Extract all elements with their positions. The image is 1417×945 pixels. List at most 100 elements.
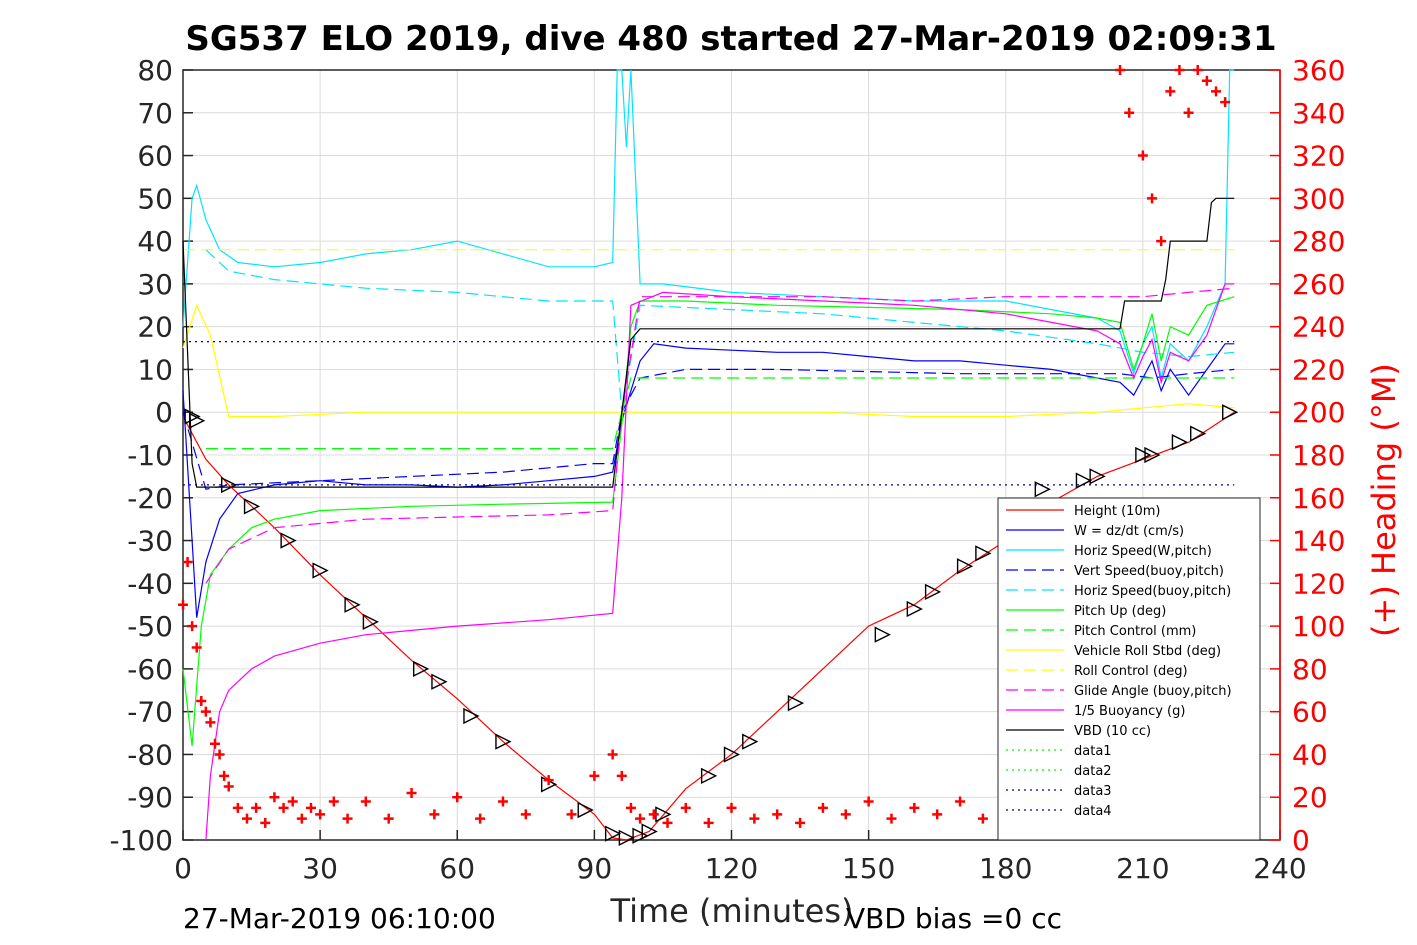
height-marker [243, 498, 261, 515]
y-tick-label-left: -80 [127, 738, 173, 771]
x-tick-label: 210 [1116, 852, 1169, 885]
heading-point [196, 695, 207, 706]
y-tick-label-right: 320 [1292, 140, 1345, 173]
x-tick-label: 240 [1253, 852, 1306, 885]
y-tick-label-right: 220 [1292, 353, 1345, 386]
height-marker [1034, 481, 1051, 498]
y-tick-label-left: 60 [137, 140, 173, 173]
footer-date: 27-Mar-2019 06:10:00 [183, 902, 496, 935]
heading-point [886, 813, 897, 824]
height-marker [312, 562, 329, 579]
x-tick-label: 90 [577, 852, 613, 885]
heading-point [187, 621, 198, 632]
y-tick-label-right: 160 [1292, 482, 1345, 515]
heading-point [315, 809, 326, 820]
y-tick-label-left: -50 [127, 610, 173, 643]
heading-point [1156, 236, 1167, 247]
height-marker [787, 694, 805, 712]
heading-point [955, 796, 966, 807]
heading-point [182, 556, 193, 567]
series-line-1 [182, 343, 1235, 618]
heading-point [635, 813, 646, 824]
heading-point [1211, 86, 1222, 97]
legend-entry: Glide Angle (buoy,pitch) [1074, 684, 1232, 699]
legend-entry: data4 [1074, 804, 1112, 819]
y-tick-label-left: 30 [137, 268, 173, 301]
series-line-5 [182, 296, 1235, 746]
y-tick-label-right: 260 [1292, 268, 1345, 301]
heading-point [662, 817, 673, 828]
legend-entry: data2 [1074, 764, 1112, 779]
heading-point [840, 809, 851, 820]
series-layer [182, 69, 1235, 841]
legend-entry: data3 [1074, 784, 1112, 799]
heading-point [475, 813, 486, 824]
heading-point [287, 796, 298, 807]
legend-entry: W = dz/dt (cm/s) [1074, 524, 1184, 539]
legend-entry: 1/5 Buoyancy (g) [1074, 704, 1185, 719]
y-tick-label-right: 180 [1292, 439, 1345, 472]
height-marker [742, 733, 759, 750]
y-tick-label-right: 120 [1292, 567, 1345, 600]
height-marker [1171, 434, 1189, 451]
y-tick-label-left: 80 [137, 54, 173, 87]
x-tick-label: 150 [842, 852, 895, 885]
heading-point [305, 802, 316, 813]
height-marker [344, 596, 361, 613]
heading-point [1174, 65, 1185, 75]
y-tick-label-left: 10 [137, 353, 173, 386]
legend-entry: Horiz Speed(buoy,pitch) [1074, 584, 1231, 599]
heading-point [406, 787, 417, 798]
legend-entry: Height (10m) [1074, 504, 1160, 519]
height-marker [924, 583, 942, 601]
heading-point [360, 796, 371, 807]
series-line-6 [205, 377, 1235, 450]
heading-point [909, 802, 920, 813]
height-marker [1144, 446, 1161, 464]
heading-point [296, 813, 307, 824]
heading-point [429, 809, 440, 820]
heading-point [932, 809, 943, 820]
y-tick-label-left: 50 [137, 182, 173, 215]
heading-point [703, 817, 714, 828]
height-marker [632, 827, 649, 844]
y-tick-label-left: 0 [155, 396, 173, 429]
heading-point [648, 809, 659, 820]
y-tick-label-right: 300 [1292, 182, 1345, 215]
height-marker [874, 626, 891, 643]
series-line-2 [182, 69, 1235, 379]
heading-point [1124, 107, 1135, 118]
x-tick-label: 60 [439, 852, 475, 885]
height-marker [956, 558, 974, 575]
y-tick-label-left: 70 [137, 97, 173, 130]
marker-layer [184, 404, 1239, 846]
heading-point [383, 813, 394, 824]
height-marker [700, 767, 718, 784]
height-marker [618, 829, 635, 846]
height-marker [906, 600, 923, 618]
height-marker [1190, 425, 1207, 442]
x-tick-label: 120 [705, 852, 758, 885]
heading-point [625, 802, 636, 813]
heading-point [1220, 97, 1231, 108]
y-tick-label-right: 200 [1292, 396, 1345, 429]
x-tick-label: 30 [302, 852, 338, 885]
height-marker [463, 707, 480, 725]
heading-point [497, 796, 508, 807]
heading-point [209, 738, 220, 749]
heading-point [1192, 65, 1203, 75]
legend-entry: Horiz Speed(W,pitch) [1074, 544, 1212, 559]
heading-point [251, 802, 262, 813]
legend: Height (10m) W = dz/dt (cm/s) Horiz Speed(… [997, 497, 1261, 841]
y-tick-label-left: -30 [127, 525, 173, 558]
chart-title: SG537 ELO 2019, dive 480 started 27-Mar-… [185, 19, 1276, 59]
heading-point [1201, 75, 1212, 86]
legend-entry: VBD (10 cc) [1074, 724, 1151, 739]
heading-point [232, 802, 243, 813]
heading-point [543, 775, 554, 786]
series-line-7 [182, 303, 1235, 418]
height-marker [189, 412, 206, 429]
series-line-11 [182, 197, 1235, 488]
y-tick-label-right: 40 [1292, 738, 1328, 771]
y-tick-label-left: -40 [127, 567, 173, 600]
